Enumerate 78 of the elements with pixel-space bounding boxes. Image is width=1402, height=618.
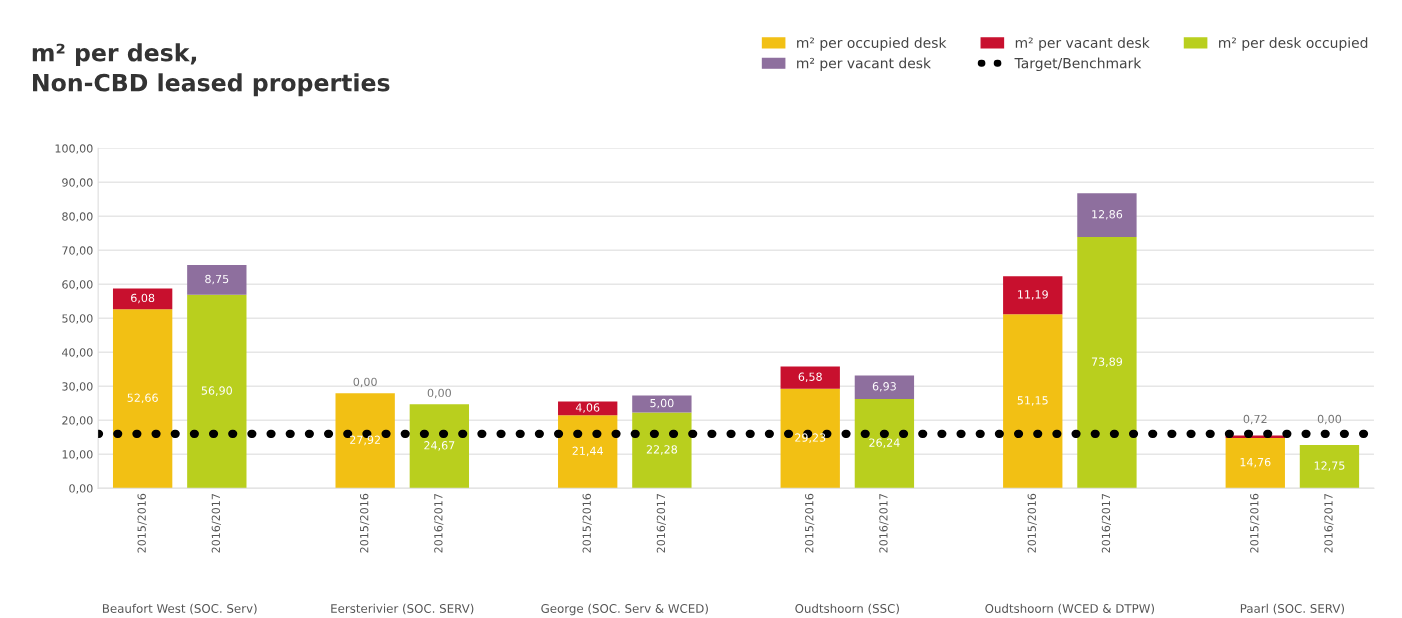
data-label: 14,76 [1240, 457, 1271, 468]
legend-label: m² per vacant desk [1015, 37, 1150, 51]
bar [780, 388, 840, 489]
data-label: 24,67 [424, 441, 455, 451]
data-label: 4,06 [575, 403, 600, 413]
bar [409, 404, 470, 489]
bar [1003, 314, 1063, 489]
y-tick-label: 80,00 [62, 212, 93, 222]
text: George (SOC. Serv & WCED) [541, 603, 708, 616]
legend-label: Target/Benchmark [1014, 57, 1142, 72]
bar [1077, 193, 1137, 238]
data-label: 52,66 [127, 393, 158, 404]
x-tick-label: 2016/2017 [879, 494, 889, 553]
y-tick-label: 50,00 [62, 314, 93, 324]
data-label: 12,75 [1314, 461, 1345, 471]
bar [854, 399, 915, 489]
legend-label: m² per vacant desk [797, 57, 931, 72]
bar [632, 395, 692, 413]
text: Oudtshoorn (SSC) [795, 603, 899, 615]
bar [780, 366, 840, 389]
x-tick-label: 2016/2017 [1324, 494, 1334, 553]
bar [854, 375, 915, 400]
text: Beaufort West (SOC. Serv) [102, 603, 257, 615]
y-tick-label: 100,00 [55, 144, 93, 154]
x-tick-label: 2015/2016 [582, 493, 592, 553]
x-tick-label: 2016/2017 [656, 494, 666, 553]
data-label: 6,93 [872, 382, 896, 392]
data-label: 8,75 [205, 274, 229, 285]
x-tick-label: 2015/2016 [1250, 493, 1260, 553]
x-tick-label: 2015/2016 [805, 493, 815, 553]
x-tick-label: 2016/2017 [1101, 494, 1112, 553]
legend-label: m² per occupied desk [797, 37, 947, 51]
bar [187, 294, 247, 489]
data-label: 29,23 [795, 433, 826, 443]
data-label: 27,92 [350, 435, 380, 446]
y-tick-label: 70,00 [62, 246, 93, 256]
data-label: 0,72 [1243, 414, 1267, 425]
y-tick-label: 60,00 [62, 280, 93, 290]
y-tick-label: 10,00 [62, 450, 93, 460]
x-tick-label: 2015/2016 [359, 493, 370, 553]
y-tick-label: 40,00 [62, 348, 93, 358]
data-label: 11,19 [1018, 290, 1048, 300]
bar [1003, 276, 1063, 315]
x-tick-label: 2016/2017 [211, 494, 221, 553]
legend-label: m² per desk occupied [1219, 37, 1368, 51]
data-label: 0,00 [353, 377, 377, 388]
bar [335, 393, 395, 489]
x-tick-label: 2016/2017 [434, 494, 444, 553]
chart-title: m² per desk, Non-CBD leased properties [32, 43, 390, 97]
bar [1225, 438, 1285, 489]
bar [632, 412, 692, 489]
data-label: 6,58 [798, 372, 822, 383]
y-tick-label: 90,00 [62, 178, 93, 188]
bar [112, 309, 173, 489]
text: Eersterivier (SOC. SERV) [331, 603, 474, 615]
y-tick-label: 20,00 [62, 416, 93, 426]
data-label: 22,28 [646, 445, 678, 455]
data-label: 12,86 [1092, 210, 1123, 220]
data-label: 0,00 [1317, 414, 1342, 425]
data-label: 26,24 [869, 438, 900, 448]
data-label: 0,00 [427, 388, 451, 399]
data-label: 6,08 [131, 293, 155, 304]
text: Oudtshoorn (WCED & DTPW) [985, 603, 1154, 615]
y-tick-label: 30,00 [62, 382, 93, 392]
x-tick-label: 2015/2016 [1027, 493, 1037, 553]
data-label: 73,89 [1091, 357, 1123, 367]
data-label: 56,90 [201, 386, 232, 396]
bar [1077, 237, 1137, 489]
bar [187, 265, 247, 295]
y-tick-label: 0,00 [69, 484, 93, 494]
data-label: 5,00 [650, 398, 674, 409]
x-tick-label: 2015/2016 [137, 493, 147, 553]
data-label: 21,44 [572, 446, 603, 457]
bar [1299, 444, 1360, 489]
data-label: 51,15 [1017, 396, 1048, 406]
bar [558, 415, 618, 489]
text: Paarl (SOC. SERV) [1240, 603, 1344, 615]
bar [112, 288, 173, 310]
